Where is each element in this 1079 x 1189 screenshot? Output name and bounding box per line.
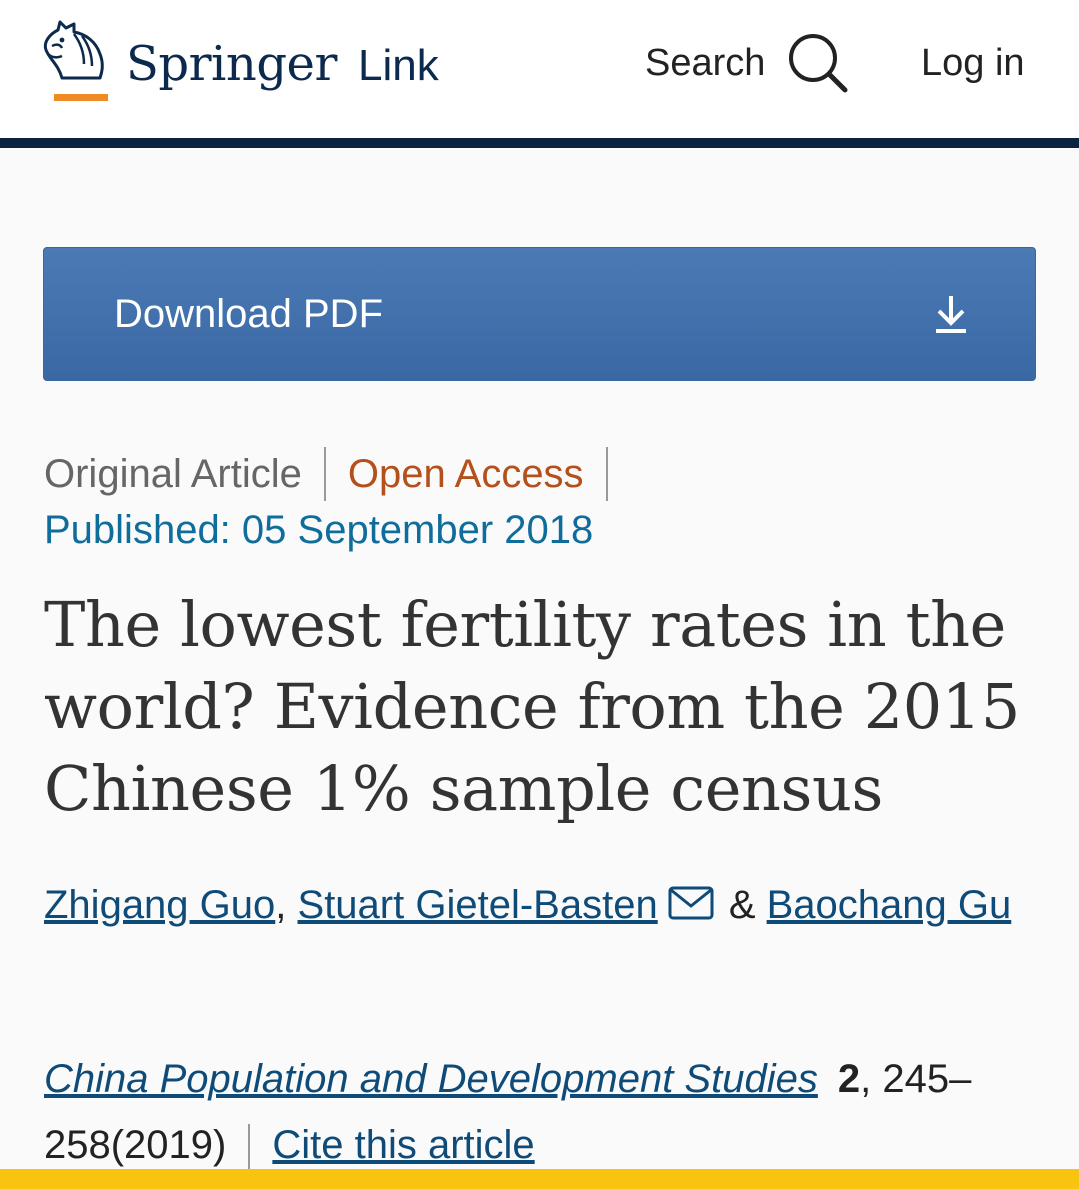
citation-divider [248, 1124, 251, 1171]
published-date: Published: 05 September 2018 [44, 508, 594, 552]
article-meta: Original Article Open Access [44, 446, 630, 502]
author-link[interactable]: Stuart Gietel-Basten [297, 883, 658, 927]
article-title: The lowest fertility rates in the world?… [44, 588, 1020, 825]
open-access-badge: Open Access [347, 451, 584, 496]
meta-divider [323, 447, 326, 501]
search-button[interactable]: Search [645, 28, 849, 98]
search-label: Search [645, 41, 766, 84]
author-separator: & [717, 883, 767, 927]
meta-divider [605, 447, 608, 501]
search-icon [789, 34, 848, 93]
download-icon [936, 296, 966, 333]
logo-text-springer: Springer [126, 36, 337, 92]
springer-link-logo[interactable]: Springer Link [40, 20, 460, 110]
logo-accent-bar [54, 94, 108, 101]
download-pdf-label: Download PDF [114, 291, 384, 336]
journal-pages-year: , 245–258(2019) [44, 1057, 972, 1167]
site-header: Springer Link Search Log in [0, 0, 1079, 148]
author-separator: , [275, 883, 298, 927]
download-pdf-button[interactable]: Download PDF [43, 247, 1036, 381]
author-list: Zhigang Guo, Stuart Gietel-Basten & Baoc… [44, 872, 1044, 938]
journal-volume: 2 [837, 1057, 861, 1101]
article-type: Original Article [44, 451, 302, 496]
citation: China Population and Development Studies… [44, 1046, 1044, 1178]
bottom-accent-bar [0, 1169, 1079, 1189]
mail-icon[interactable] [668, 886, 714, 920]
springer-horse-icon [43, 20, 104, 80]
cite-this-article-link[interactable]: Cite this article [272, 1123, 535, 1167]
logo-text-link: Link [358, 41, 439, 90]
author-link[interactable]: Zhigang Guo [44, 883, 276, 927]
journal-link[interactable]: China Population and Development Studies [44, 1057, 818, 1101]
login-button[interactable]: Log in [921, 41, 1025, 84]
author-link[interactable]: Baochang Gu [766, 883, 1012, 927]
